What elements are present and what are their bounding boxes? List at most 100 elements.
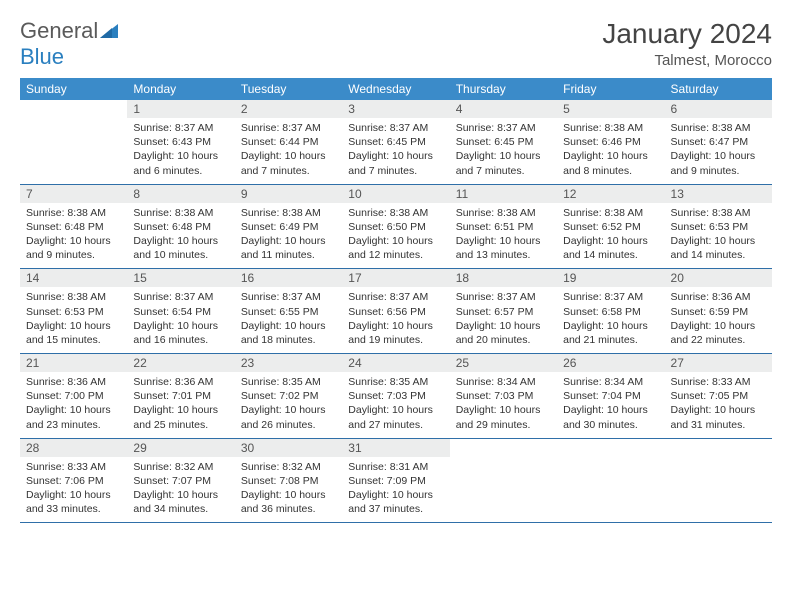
day-details: Sunrise: 8:34 AMSunset: 7:04 PMDaylight:… <box>557 372 664 438</box>
day-number <box>450 439 557 457</box>
day-details <box>450 457 557 515</box>
day-number: 4 <box>450 100 557 118</box>
day-number: 13 <box>665 185 772 203</box>
calendar-day-cell: 15Sunrise: 8:37 AMSunset: 6:54 PMDayligh… <box>127 269 234 354</box>
day-details: Sunrise: 8:38 AMSunset: 6:48 PMDaylight:… <box>20 203 127 269</box>
calendar-day-cell: 17Sunrise: 8:37 AMSunset: 6:56 PMDayligh… <box>342 269 449 354</box>
day-details: Sunrise: 8:34 AMSunset: 7:03 PMDaylight:… <box>450 372 557 438</box>
day-details <box>557 457 664 515</box>
calendar-day-cell: 23Sunrise: 8:35 AMSunset: 7:02 PMDayligh… <box>235 354 342 439</box>
calendar-week-row: 28Sunrise: 8:33 AMSunset: 7:06 PMDayligh… <box>20 438 772 523</box>
weekday-header-row: SundayMondayTuesdayWednesdayThursdayFrid… <box>20 78 772 100</box>
weekday-header: Monday <box>127 78 234 100</box>
calendar-day-cell: 4Sunrise: 8:37 AMSunset: 6:45 PMDaylight… <box>450 100 557 184</box>
brand-sail-icon <box>100 18 118 32</box>
day-details: Sunrise: 8:33 AMSunset: 7:06 PMDaylight:… <box>20 457 127 523</box>
day-details: Sunrise: 8:35 AMSunset: 7:02 PMDaylight:… <box>235 372 342 438</box>
calendar-day-cell: 28Sunrise: 8:33 AMSunset: 7:06 PMDayligh… <box>20 438 127 523</box>
calendar-day-cell: 20Sunrise: 8:36 AMSunset: 6:59 PMDayligh… <box>665 269 772 354</box>
day-details: Sunrise: 8:38 AMSunset: 6:48 PMDaylight:… <box>127 203 234 269</box>
day-number: 8 <box>127 185 234 203</box>
title-block: January 2024 Talmest, Morocco <box>602 18 772 69</box>
day-number: 10 <box>342 185 449 203</box>
day-number: 7 <box>20 185 127 203</box>
day-number: 31 <box>342 439 449 457</box>
calendar-week-row: 14Sunrise: 8:38 AMSunset: 6:53 PMDayligh… <box>20 269 772 354</box>
calendar-day-cell: 22Sunrise: 8:36 AMSunset: 7:01 PMDayligh… <box>127 354 234 439</box>
calendar-day-cell: 16Sunrise: 8:37 AMSunset: 6:55 PMDayligh… <box>235 269 342 354</box>
calendar-day-cell: 19Sunrise: 8:37 AMSunset: 6:58 PMDayligh… <box>557 269 664 354</box>
day-number <box>665 439 772 457</box>
calendar-empty-cell <box>20 100 127 184</box>
day-details: Sunrise: 8:37 AMSunset: 6:43 PMDaylight:… <box>127 118 234 184</box>
weekday-header: Thursday <box>450 78 557 100</box>
brand-part1: General <box>20 18 98 43</box>
day-details <box>665 457 772 515</box>
day-details: Sunrise: 8:37 AMSunset: 6:58 PMDaylight:… <box>557 287 664 353</box>
day-number <box>557 439 664 457</box>
day-number: 24 <box>342 354 449 372</box>
day-number: 22 <box>127 354 234 372</box>
calendar-day-cell: 2Sunrise: 8:37 AMSunset: 6:44 PMDaylight… <box>235 100 342 184</box>
month-title: January 2024 <box>602 18 772 50</box>
day-details: Sunrise: 8:38 AMSunset: 6:49 PMDaylight:… <box>235 203 342 269</box>
day-number: 1 <box>127 100 234 118</box>
day-number: 28 <box>20 439 127 457</box>
day-number: 26 <box>557 354 664 372</box>
day-details <box>20 118 127 176</box>
calendar-day-cell: 10Sunrise: 8:38 AMSunset: 6:50 PMDayligh… <box>342 184 449 269</box>
calendar-day-cell: 14Sunrise: 8:38 AMSunset: 6:53 PMDayligh… <box>20 269 127 354</box>
day-number: 14 <box>20 269 127 287</box>
calendar-table: SundayMondayTuesdayWednesdayThursdayFrid… <box>20 78 772 523</box>
day-number: 19 <box>557 269 664 287</box>
day-details: Sunrise: 8:38 AMSunset: 6:50 PMDaylight:… <box>342 203 449 269</box>
day-number: 3 <box>342 100 449 118</box>
weekday-header: Tuesday <box>235 78 342 100</box>
calendar-day-cell: 26Sunrise: 8:34 AMSunset: 7:04 PMDayligh… <box>557 354 664 439</box>
day-number: 9 <box>235 185 342 203</box>
day-details: Sunrise: 8:33 AMSunset: 7:05 PMDaylight:… <box>665 372 772 438</box>
day-details: Sunrise: 8:38 AMSunset: 6:46 PMDaylight:… <box>557 118 664 184</box>
brand-logo: GeneralBlue <box>20 18 118 70</box>
calendar-week-row: 21Sunrise: 8:36 AMSunset: 7:00 PMDayligh… <box>20 354 772 439</box>
calendar-day-cell: 30Sunrise: 8:32 AMSunset: 7:08 PMDayligh… <box>235 438 342 523</box>
day-details: Sunrise: 8:38 AMSunset: 6:51 PMDaylight:… <box>450 203 557 269</box>
calendar-day-cell: 21Sunrise: 8:36 AMSunset: 7:00 PMDayligh… <box>20 354 127 439</box>
calendar-day-cell: 1Sunrise: 8:37 AMSunset: 6:43 PMDaylight… <box>127 100 234 184</box>
day-number: 12 <box>557 185 664 203</box>
day-details: Sunrise: 8:37 AMSunset: 6:54 PMDaylight:… <box>127 287 234 353</box>
location-subtitle: Talmest, Morocco <box>602 52 772 69</box>
calendar-week-row: 7Sunrise: 8:38 AMSunset: 6:48 PMDaylight… <box>20 184 772 269</box>
day-number: 23 <box>235 354 342 372</box>
day-number: 18 <box>450 269 557 287</box>
calendar-day-cell: 6Sunrise: 8:38 AMSunset: 6:47 PMDaylight… <box>665 100 772 184</box>
weekday-header: Saturday <box>665 78 772 100</box>
calendar-day-cell: 9Sunrise: 8:38 AMSunset: 6:49 PMDaylight… <box>235 184 342 269</box>
day-details: Sunrise: 8:36 AMSunset: 6:59 PMDaylight:… <box>665 287 772 353</box>
day-number: 11 <box>450 185 557 203</box>
calendar-week-row: 1Sunrise: 8:37 AMSunset: 6:43 PMDaylight… <box>20 100 772 184</box>
day-details: Sunrise: 8:32 AMSunset: 7:08 PMDaylight:… <box>235 457 342 523</box>
day-details: Sunrise: 8:38 AMSunset: 6:53 PMDaylight:… <box>665 203 772 269</box>
day-details: Sunrise: 8:36 AMSunset: 7:00 PMDaylight:… <box>20 372 127 438</box>
day-number: 17 <box>342 269 449 287</box>
day-number: 6 <box>665 100 772 118</box>
day-details: Sunrise: 8:37 AMSunset: 6:45 PMDaylight:… <box>450 118 557 184</box>
calendar-empty-cell <box>557 438 664 523</box>
day-details: Sunrise: 8:36 AMSunset: 7:01 PMDaylight:… <box>127 372 234 438</box>
calendar-day-cell: 12Sunrise: 8:38 AMSunset: 6:52 PMDayligh… <box>557 184 664 269</box>
calendar-day-cell: 27Sunrise: 8:33 AMSunset: 7:05 PMDayligh… <box>665 354 772 439</box>
day-number <box>20 100 127 118</box>
day-number: 25 <box>450 354 557 372</box>
day-details: Sunrise: 8:37 AMSunset: 6:44 PMDaylight:… <box>235 118 342 184</box>
day-number: 30 <box>235 439 342 457</box>
calendar-day-cell: 11Sunrise: 8:38 AMSunset: 6:51 PMDayligh… <box>450 184 557 269</box>
day-details: Sunrise: 8:32 AMSunset: 7:07 PMDaylight:… <box>127 457 234 523</box>
calendar-empty-cell <box>450 438 557 523</box>
day-details: Sunrise: 8:37 AMSunset: 6:45 PMDaylight:… <box>342 118 449 184</box>
day-details: Sunrise: 8:31 AMSunset: 7:09 PMDaylight:… <box>342 457 449 523</box>
weekday-header: Sunday <box>20 78 127 100</box>
day-details: Sunrise: 8:37 AMSunset: 6:56 PMDaylight:… <box>342 287 449 353</box>
day-details: Sunrise: 8:37 AMSunset: 6:55 PMDaylight:… <box>235 287 342 353</box>
calendar-day-cell: 24Sunrise: 8:35 AMSunset: 7:03 PMDayligh… <box>342 354 449 439</box>
